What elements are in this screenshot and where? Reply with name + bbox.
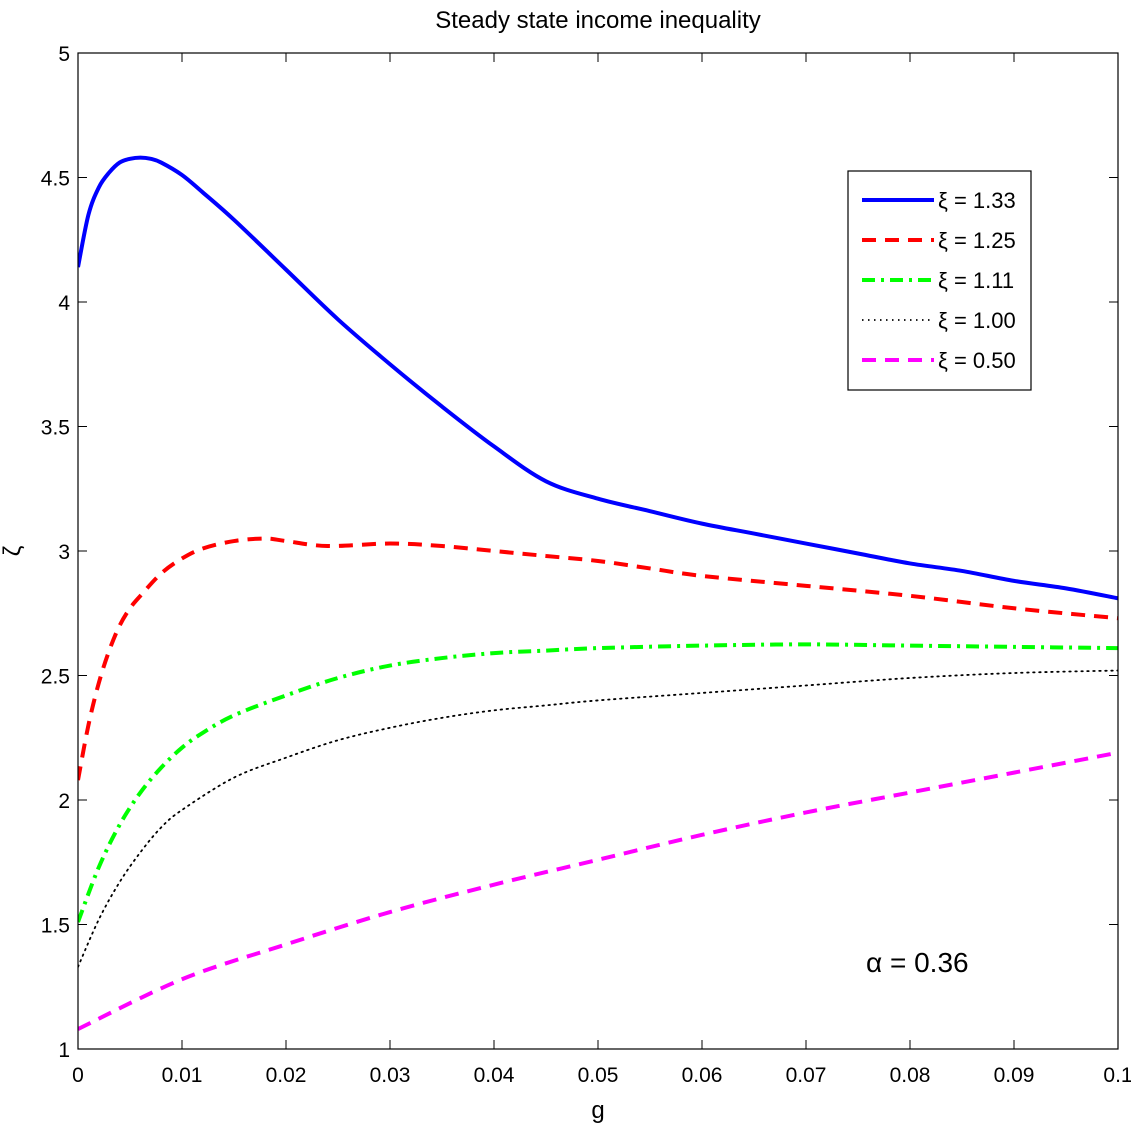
y-tick-label: 1 — [58, 1039, 70, 1062]
tick-labels: 0 0.01 0.02 0.03 0.04 0.05 0.06 0.07 0.08 0.09 0.1… — [41, 43, 1131, 1087]
y-tick-label: 4.5 — [41, 168, 70, 191]
legend-label-1: ξ = 1.33 — [938, 188, 1016, 213]
legend: ξ = 1.33 ξ = 1.25 ξ = 1.11 ξ = 1.00 ξ = 0.50 — [847, 170, 1032, 391]
chart-title: Steady state income inequality — [435, 7, 761, 34]
series-lines — [78, 155, 1118, 1031]
x-tick-label: 0.08 — [890, 1064, 931, 1087]
legend-label-3: ξ = 1.11 — [938, 268, 1014, 293]
alpha-annotation: α = 0.36 — [866, 947, 969, 978]
series-line-3 — [78, 642, 1118, 923]
x-tick-label: 0.06 — [682, 1064, 723, 1087]
series-line-1 — [78, 155, 1118, 601]
x-axis-label: g — [591, 1097, 604, 1124]
y-axis-label: ζ — [0, 545, 26, 556]
y-tick-label: 3 — [58, 541, 70, 564]
x-tick-label: 0.03 — [370, 1064, 411, 1087]
legend-label-4: ξ = 1.00 — [938, 308, 1016, 333]
y-tick-label: 1.5 — [41, 915, 70, 938]
series-line-2 — [78, 536, 1118, 781]
legend-label-2: ξ = 1.25 — [938, 228, 1016, 253]
series-line-4 — [78, 669, 1118, 968]
x-tick-label: 0.09 — [994, 1064, 1035, 1087]
y-tick-label: 4 — [58, 292, 70, 315]
y-tick-label: 5 — [58, 43, 70, 66]
x-tick-label: 0 — [72, 1064, 84, 1087]
x-tick-label: 0.02 — [266, 1064, 307, 1087]
legend-box — [847, 170, 1032, 391]
x-tick-label: 0.1 — [1103, 1064, 1131, 1087]
x-tick-label: 0.01 — [162, 1064, 203, 1087]
series-line-5 — [78, 750, 1118, 1031]
x-tick-label: 0.04 — [474, 1064, 515, 1087]
y-tick-label: 2.5 — [41, 666, 70, 689]
plot-frame — [77, 52, 1119, 1050]
x-tick-label: 0.05 — [578, 1064, 619, 1087]
y-tick-label: 3.5 — [41, 417, 70, 440]
x-tick-label: 0.07 — [786, 1064, 827, 1087]
y-tick-label: 2 — [58, 790, 70, 813]
legend-label-5: ξ = 0.50 — [938, 348, 1016, 373]
